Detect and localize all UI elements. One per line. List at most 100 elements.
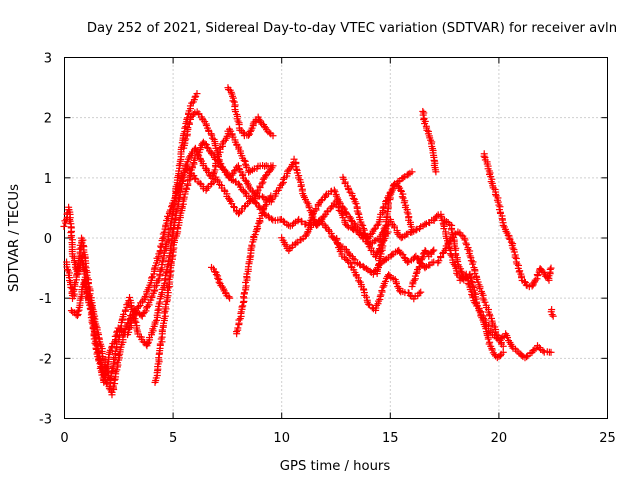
data-point	[234, 117, 242, 125]
data-point	[201, 140, 209, 148]
data-point	[239, 302, 247, 310]
data-point	[469, 282, 477, 290]
data-point	[510, 248, 518, 256]
data-point	[210, 170, 218, 178]
data-point	[113, 366, 121, 374]
data-point	[308, 211, 316, 219]
data-point	[415, 289, 423, 297]
data-point	[87, 306, 95, 314]
data-point	[225, 293, 233, 301]
data-point	[230, 167, 238, 175]
data-point	[166, 206, 174, 214]
data-point	[74, 307, 82, 315]
data-point	[349, 194, 357, 202]
data-point	[420, 116, 428, 124]
data-point	[151, 318, 159, 326]
data-point	[381, 277, 389, 285]
data-point	[235, 164, 243, 172]
y-tick-label: 1	[44, 172, 52, 187]
data-point	[355, 210, 363, 218]
data-point	[470, 289, 478, 297]
data-point	[196, 179, 204, 187]
data-point	[184, 124, 192, 132]
data-point	[245, 131, 253, 139]
data-point	[355, 277, 363, 285]
data-point	[212, 271, 220, 279]
data-point	[469, 260, 477, 268]
data-point	[418, 254, 426, 262]
data-point	[494, 198, 502, 206]
data-point	[268, 215, 276, 223]
data-point	[217, 282, 225, 290]
data-point	[143, 303, 151, 311]
data-point	[187, 169, 195, 177]
data-point	[502, 227, 510, 235]
data-point	[460, 234, 468, 242]
data-point	[111, 332, 119, 340]
data-point	[325, 226, 333, 234]
data-point	[499, 221, 507, 229]
data-point	[356, 260, 364, 268]
data-point	[549, 312, 557, 320]
data-point	[328, 203, 336, 211]
x-tick-label: 15	[382, 431, 399, 446]
data-point	[499, 348, 507, 356]
data-point	[212, 173, 220, 181]
data-point	[243, 179, 251, 187]
data-point	[290, 155, 298, 163]
data-point	[467, 273, 475, 281]
data-point	[208, 150, 216, 158]
data-point	[513, 260, 521, 268]
data-point	[379, 242, 387, 250]
data-point	[388, 251, 396, 259]
data-point	[361, 230, 369, 238]
data-point	[398, 193, 406, 201]
y-axis-label: SDTVAR / TECUs	[7, 184, 22, 292]
data-point	[393, 280, 401, 288]
data-point	[239, 128, 247, 136]
data-point	[484, 335, 492, 343]
data-point	[449, 231, 457, 239]
data-point	[305, 204, 313, 212]
data-point	[269, 162, 277, 170]
data-point	[115, 352, 123, 360]
data-point	[504, 334, 512, 342]
data-point	[191, 174, 199, 182]
data-point	[191, 93, 199, 101]
data-point	[109, 363, 117, 371]
data-point	[356, 229, 364, 237]
data-point	[111, 347, 119, 355]
data-point	[258, 180, 266, 188]
data-point	[408, 228, 416, 236]
data-point	[481, 298, 489, 306]
data-point	[430, 258, 438, 266]
data-point	[73, 312, 81, 320]
data-point	[188, 99, 196, 107]
data-point	[63, 265, 71, 273]
x-tick-label: 25	[599, 431, 616, 446]
data-point	[292, 165, 300, 173]
data-point	[399, 174, 407, 182]
data-point	[214, 274, 222, 282]
data-point	[70, 287, 78, 295]
data-point	[238, 303, 246, 311]
data-point	[235, 316, 243, 324]
data-point	[379, 283, 387, 291]
data-point	[126, 293, 134, 301]
data-point	[171, 194, 179, 202]
data-point	[417, 288, 425, 296]
data-point	[412, 269, 420, 277]
data-point	[531, 276, 539, 284]
data-point	[547, 348, 555, 356]
data-point	[166, 268, 174, 276]
data-point	[437, 212, 445, 220]
data-point	[448, 229, 456, 237]
data-point	[180, 193, 188, 201]
data-point	[269, 132, 277, 140]
data-point	[462, 239, 470, 247]
data-point	[140, 308, 148, 316]
data-point	[207, 130, 215, 138]
data-point	[147, 274, 155, 282]
data-point	[159, 230, 167, 238]
